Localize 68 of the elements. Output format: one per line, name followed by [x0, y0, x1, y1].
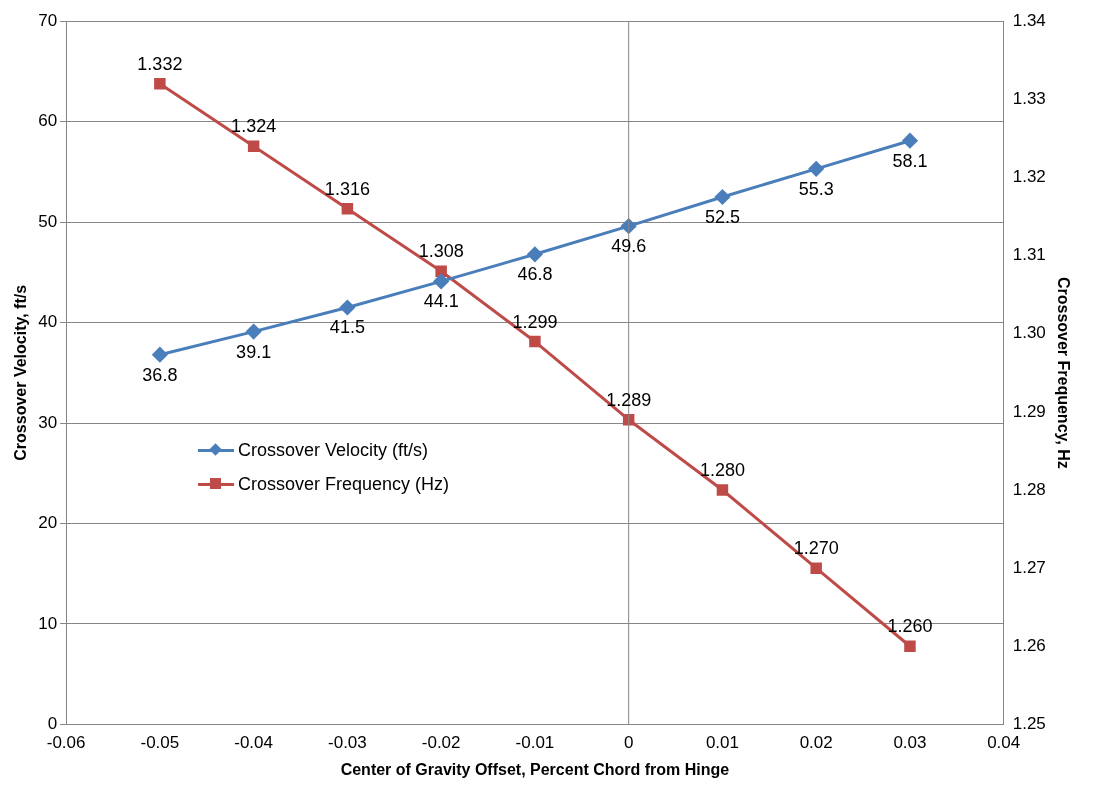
point: [433, 273, 449, 289]
point: [339, 300, 355, 315]
point: [904, 640, 916, 653]
x-tick-label: 0: [623, 733, 634, 753]
y2-tick-label: 1.27: [1012, 557, 1046, 577]
data-label: 1.332: [137, 53, 183, 74]
x-tick-label: -0.03: [328, 733, 367, 753]
point: [154, 77, 166, 90]
x-tick-label: -0.04: [234, 733, 273, 753]
data-label: 52.5: [704, 206, 740, 227]
point: [716, 484, 729, 496]
y2-tick-label: 1.28: [1012, 479, 1046, 499]
y-axis-title: Crossover Velocity, ft/s: [12, 284, 30, 461]
data-label: 55.3: [798, 178, 834, 199]
x-axis-title: Center of Gravity Offset, Percent Chord from Hinge: [340, 760, 730, 778]
y-tick-label: 40: [38, 312, 58, 332]
point: [152, 347, 168, 363]
y2-tick-label: 1.30: [1012, 323, 1046, 343]
point: [435, 265, 447, 277]
x-tick-label: 0.01: [705, 733, 739, 753]
x-tick-label: -0.05: [140, 733, 180, 753]
y2-axis-title: Crossover Frequency, Hz: [1054, 276, 1072, 469]
data-label: 1.316: [324, 178, 370, 199]
point: [902, 133, 918, 149]
data-label: 49.6: [611, 236, 647, 257]
point: [246, 324, 262, 340]
x-tick-label: -0.06: [46, 733, 86, 753]
data-label: 1.324: [231, 116, 277, 137]
point: [247, 140, 260, 152]
y2-tick-label: 1.29: [1012, 401, 1046, 421]
point: [808, 161, 824, 177]
point: [341, 202, 354, 215]
x-tick-label: -0.01: [515, 733, 555, 753]
y2-tick-label: 1.32: [1012, 167, 1046, 187]
data-label: 1.299: [512, 311, 558, 332]
data-label: 41.5: [329, 317, 365, 338]
y-tick-label: 60: [38, 111, 58, 131]
data-label: 1.308: [418, 241, 464, 262]
y-tick-label: 30: [38, 412, 58, 432]
point: [529, 335, 541, 348]
data-label: 58.1: [892, 150, 928, 171]
data-label: 1.260: [887, 616, 933, 637]
data-label: 1.280: [699, 459, 745, 480]
x-tick-label: 0.02: [799, 733, 833, 753]
x-tick-label: 0.03: [893, 733, 927, 753]
legend-label: Crossover Velocity (ft/s): [238, 439, 429, 461]
y-tick-label: 10: [38, 613, 58, 633]
data-label: 44.1: [423, 291, 459, 312]
data-label: 36.8: [142, 364, 178, 385]
y2-tick-label: 1.26: [1012, 635, 1046, 655]
point: [714, 189, 730, 205]
data-label: 39.1: [236, 341, 272, 362]
y2-tick-label: 1.31: [1012, 245, 1046, 265]
legend-label: Crossover Frequency (Hz): [238, 473, 450, 495]
x-tick-label: 0.04: [987, 733, 1021, 753]
y2-tick-label: 1.34: [1012, 10, 1046, 30]
point: [527, 246, 543, 262]
point: [810, 562, 822, 574]
y-tick-label: 70: [38, 10, 58, 30]
y2-tick-label: 1.25: [1012, 714, 1046, 734]
y2-tick-label: 1.33: [1012, 89, 1046, 109]
y-tick-label: 50: [38, 211, 58, 231]
y-tick-label: 20: [38, 513, 58, 533]
x-tick-label: -0.02: [421, 733, 461, 753]
data-label: 1.289: [606, 389, 652, 410]
data-label: 46.8: [517, 264, 553, 285]
y-tick-label: 0: [47, 714, 58, 734]
data-label: 1.270: [793, 538, 839, 559]
